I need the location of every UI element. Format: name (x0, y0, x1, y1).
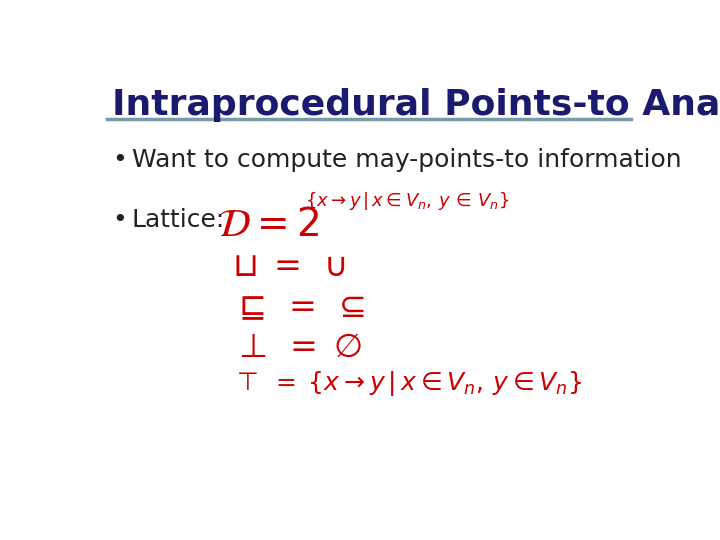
Text: $\bot\;=\;\emptyset$: $\bot\;=\;\emptyset$ (233, 331, 362, 364)
Text: Intraprocedural Points-to Analysis: Intraprocedural Points-to Analysis (112, 87, 720, 122)
Text: Lattice:: Lattice: (132, 208, 225, 232)
Text: Want to compute may-points-to information: Want to compute may-points-to informatio… (132, 148, 681, 172)
Text: •: • (112, 208, 127, 232)
Text: $\{x{\to}y\,|\,x{\in}V_n,\,y\,{\in}\,V_n\}$: $\{x{\to}y\,|\,x{\in}V_n,\,y\,{\in}\,V_n… (305, 190, 509, 212)
Text: $\sqcup\;=\;\cup$: $\sqcup\;=\;\cup$ (233, 250, 346, 283)
Text: $\sqsubseteq\;=\;\subseteq$: $\sqsubseteq\;=\;\subseteq$ (233, 292, 365, 325)
Text: $\mathcal{D}=2$: $\mathcal{D}=2$ (218, 206, 320, 244)
Text: $\top\;=\;\{x{\to}y\,|\,x{\in}V_n,\,y{\in}V_n\}$: $\top\;=\;\{x{\to}y\,|\,x{\in}V_n,\,y{\i… (233, 369, 583, 398)
Text: •: • (112, 148, 127, 172)
